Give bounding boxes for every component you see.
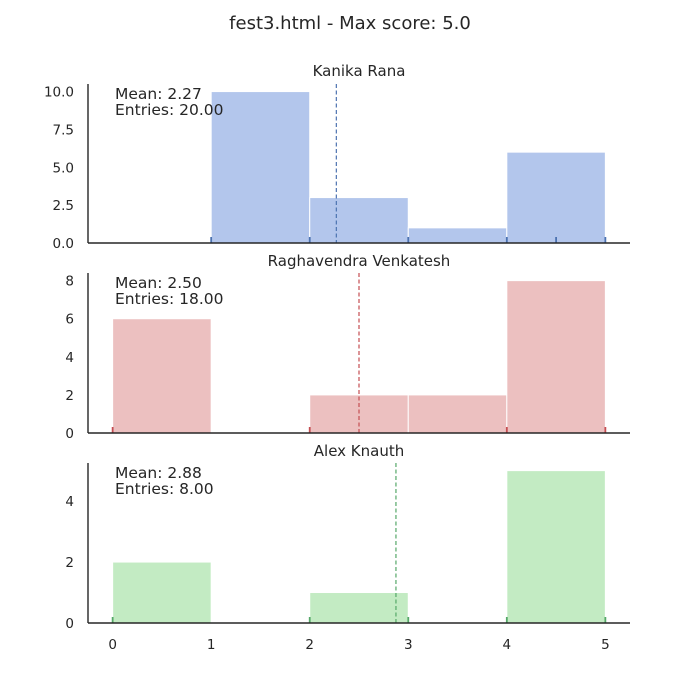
- y-tick-label: 0: [65, 616, 74, 632]
- subplot-title: Raghavendra Venkatesh: [268, 252, 451, 270]
- histogram-bar: [506, 280, 606, 434]
- y-tick-label: 4: [65, 350, 74, 366]
- histogram-bar: [112, 318, 212, 434]
- x-tick-label: 3: [404, 637, 413, 653]
- histogram-bar: [112, 561, 212, 624]
- y-tick-label: 10.0: [44, 85, 74, 101]
- histogram-bar: [407, 394, 508, 434]
- mean-label: Mean: 2.27: [115, 85, 202, 103]
- x-tick-label: 1: [207, 637, 216, 653]
- y-tick-label: 5.0: [53, 160, 74, 176]
- mean-label: Mean: 2.88: [115, 464, 202, 482]
- histogram-bar: [506, 151, 606, 244]
- y-tick-label: 6: [65, 312, 74, 328]
- histogram-bar: [309, 592, 409, 624]
- histogram-bar: [506, 470, 606, 624]
- histogram-bar: [210, 91, 311, 244]
- y-tick-label: 2: [65, 555, 74, 571]
- y-tick-label: 0: [65, 426, 74, 442]
- subplot-title: Alex Knauth: [314, 442, 404, 460]
- figure-title: fest3.html - Max score: 5.0: [229, 13, 471, 34]
- histogram-bar: [407, 227, 508, 244]
- y-tick-label: 2.5: [53, 198, 74, 214]
- y-tick-label: 4: [65, 494, 74, 510]
- x-tick-label: 4: [503, 637, 512, 653]
- y-tick-label: 8: [65, 274, 74, 290]
- histogram-bar: [309, 394, 409, 434]
- entries-label: Entries: 8.00: [115, 480, 214, 498]
- y-tick-label: 7.5: [53, 122, 74, 138]
- mean-label: Mean: 2.50: [115, 274, 202, 292]
- subplot-1: Kanika Rana 0.0 2.5 5.0 7.5 10.0 Mean: 2.27Ent…: [44, 62, 630, 252]
- x-tick-label: 0: [108, 637, 117, 653]
- entries-label: Entries: 20.00: [115, 101, 224, 119]
- x-tick-label: 2: [305, 637, 314, 653]
- y-tick-label: 2: [65, 388, 74, 404]
- histogram-bar: [309, 197, 409, 244]
- x-tick-label: 5: [601, 637, 610, 653]
- subplot-2: Raghavendra Venkatesh 0 2 4 6 8 Mean: 2.50Entr…: [65, 252, 630, 442]
- entries-label: Entries: 18.00: [115, 290, 224, 308]
- subplot-title: Kanika Rana: [313, 62, 406, 80]
- y-tick-label: 0.0: [53, 236, 74, 252]
